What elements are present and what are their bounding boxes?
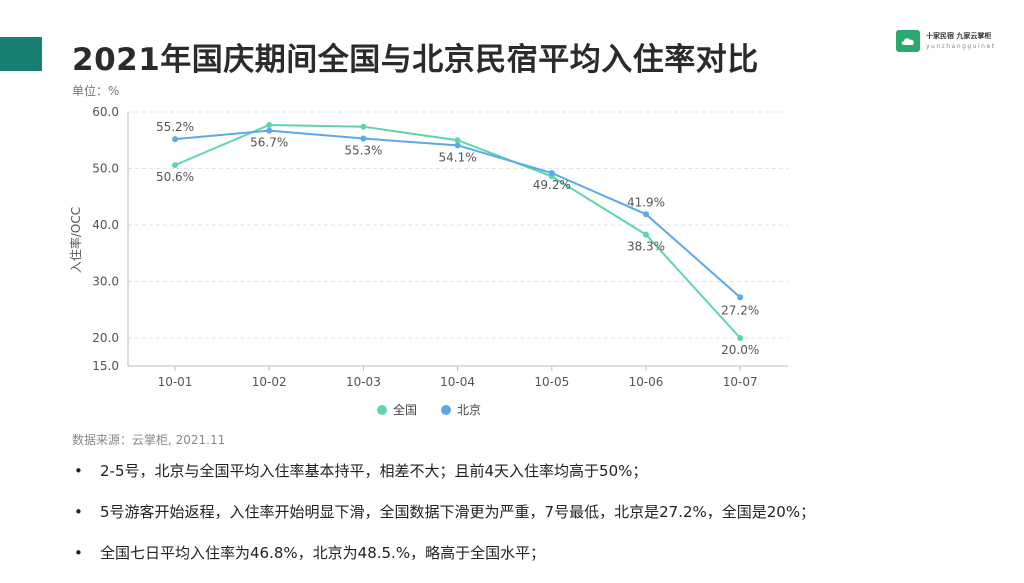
legend-label: 北京 xyxy=(457,403,481,417)
brand-name: 十家民宿 九家云掌柜 xyxy=(926,32,992,40)
y-tick-label: 20.0 xyxy=(92,331,119,345)
data-label: 55.2% xyxy=(156,120,194,134)
cloud-icon xyxy=(896,30,920,52)
data-label: 55.3% xyxy=(344,144,382,158)
data-label: 50.6% xyxy=(156,170,194,184)
legend-label: 全国 xyxy=(393,402,417,417)
bullet-item: • 全国七日平均入住率为46.8%，北京为48.5.%，略高于全国水平； xyxy=(72,542,815,583)
title-accent-bar xyxy=(0,37,42,71)
data-point xyxy=(737,335,744,341)
data-label: 41.9% xyxy=(627,195,665,209)
data-point xyxy=(172,136,178,143)
bullet-icon: • xyxy=(74,503,83,521)
x-tick-label: 10-06 xyxy=(629,375,664,389)
x-tick-label: 10-04 xyxy=(440,375,475,389)
legend-marker xyxy=(377,405,387,415)
x-tick-label: 10-07 xyxy=(723,375,758,389)
data-source: 数据来源：云掌柜, 2021.11 xyxy=(72,433,226,447)
bullet-text: 2-5号，北京与全国平均入住率基本持平，相差不大；且前4天入住率均高于50%； xyxy=(100,462,648,480)
y-tick-label: 15.0 xyxy=(92,359,119,373)
bullet-text: 全国七日平均入住率为46.8%，北京为48.5.%，略高于全国水平； xyxy=(100,544,546,562)
data-point xyxy=(172,162,178,169)
brand: 十家民宿 九家云掌柜 yunzhangguinet xyxy=(896,30,1016,54)
data-point xyxy=(454,142,461,149)
bullet-icon: • xyxy=(74,462,83,480)
page-title: 2021年国庆期间全国与北京民宿平均入住率对比 xyxy=(72,42,759,78)
x-tick-label: 10-01 xyxy=(158,375,193,389)
line-chart: 15.0 20.0 30.0 40.0 50.0 60.0 10-01 10-02 10-03 1… xyxy=(68,105,788,417)
x-tick-label: 10-03 xyxy=(346,375,381,389)
x-tick-label: 10-02 xyxy=(252,375,287,389)
y-tick-label: 60.0 xyxy=(92,105,119,119)
y-tick-label: 40.0 xyxy=(92,218,119,232)
bullet-text: 5号游客开始返程，入住率开始明显下滑，全国数据下滑更为严重，7号最低，北京是27… xyxy=(100,503,816,521)
brand-url: yunzhangguinet xyxy=(926,43,996,50)
data-label: 49.2% xyxy=(533,178,571,192)
data-point xyxy=(360,135,367,142)
data-point xyxy=(360,123,367,130)
data-label: 56.7% xyxy=(250,136,288,150)
data-point xyxy=(454,137,461,144)
data-point xyxy=(266,127,273,134)
bullet-icon: • xyxy=(74,544,83,562)
legend-marker xyxy=(441,405,451,415)
bullet-item: • 2-5号，北京与全国平均入住率基本持平，相差不大；且前4天入住率均高于50%； xyxy=(72,460,815,501)
y-axis-label: 入住率/OCC xyxy=(68,207,83,273)
y-tick-label: 30.0 xyxy=(92,275,119,289)
data-point xyxy=(548,170,555,177)
data-label: 20.0% xyxy=(721,343,759,357)
bullet-item: • 5号游客开始返程，入住率开始明显下滑，全国数据下滑更为严重，7号最低，北京是2… xyxy=(72,501,815,542)
data-label: 27.2% xyxy=(721,303,759,317)
unit-label: 单位：% xyxy=(72,84,120,98)
y-tick-label: 50.0 xyxy=(92,162,119,176)
bullet-list: • 2-5号，北京与全国平均入住率基本持平，相差不大；且前4天入住率均高于50%；… xyxy=(72,460,815,583)
data-label: 54.1% xyxy=(439,150,477,164)
data-point xyxy=(737,294,744,301)
data-point xyxy=(643,211,649,218)
x-tick-label: 10-05 xyxy=(534,375,569,389)
data-point xyxy=(643,231,649,238)
data-label: 38.3% xyxy=(627,240,665,254)
data-point xyxy=(266,121,273,128)
